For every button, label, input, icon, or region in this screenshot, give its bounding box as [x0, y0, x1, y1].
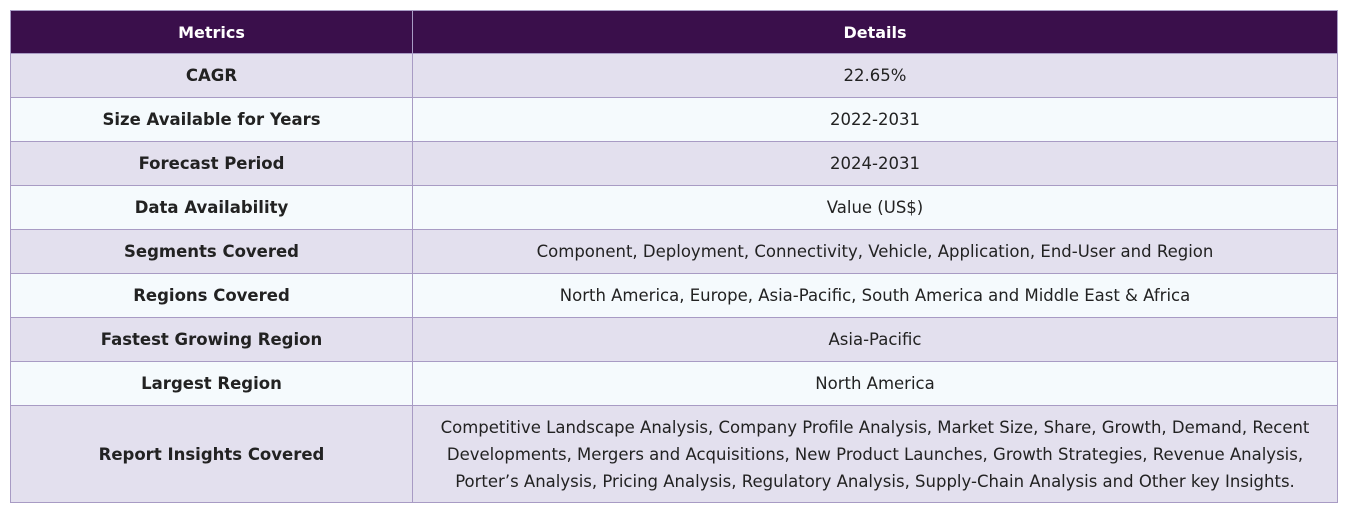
detail-cell: Component, Deployment, Connectivity, Veh…: [412, 229, 1338, 274]
detail-cell: Value (US$): [412, 185, 1338, 230]
report-metrics-table: Metrics Details CAGR 22.65% Size Availab…: [10, 10, 1338, 503]
metric-cell: Largest Region: [10, 361, 413, 406]
metric-cell: Fastest Growing Region: [10, 317, 413, 362]
table-row: Report Insights Covered Competitive Land…: [10, 405, 1338, 503]
detail-cell: North America, Europe, Asia-Pacific, Sou…: [412, 273, 1338, 318]
detail-cell: 2024-2031: [412, 141, 1338, 186]
detail-cell: North America: [412, 361, 1338, 406]
table-row: Forecast Period 2024-2031: [10, 141, 1338, 186]
header-details: Details: [412, 10, 1338, 54]
detail-cell: 22.65%: [412, 53, 1338, 98]
metric-cell: Regions Covered: [10, 273, 413, 318]
detail-cell: 2022-2031: [412, 97, 1338, 142]
table-row: Largest Region North America: [10, 361, 1338, 406]
table-row: Fastest Growing Region Asia-Pacific: [10, 317, 1338, 362]
table-header-row: Metrics Details: [10, 10, 1338, 54]
report-metrics-table-container: Metrics Details CAGR 22.65% Size Availab…: [10, 10, 1338, 503]
header-metrics: Metrics: [10, 10, 413, 54]
metric-cell: Segments Covered: [10, 229, 413, 274]
metric-cell: Data Availability: [10, 185, 413, 230]
detail-cell: Asia-Pacific: [412, 317, 1338, 362]
table-row: Data Availability Value (US$): [10, 185, 1338, 230]
detail-cell: Competitive Landscape Analysis, Company …: [412, 405, 1338, 503]
metric-cell: Forecast Period: [10, 141, 413, 186]
metric-cell: CAGR: [10, 53, 413, 98]
metric-cell: Report Insights Covered: [10, 405, 413, 503]
metric-cell: Size Available for Years: [10, 97, 413, 142]
table-row: Regions Covered North America, Europe, A…: [10, 273, 1338, 318]
table-row: CAGR 22.65%: [10, 53, 1338, 98]
table-row: Size Available for Years 2022-2031: [10, 97, 1338, 142]
table-row: Segments Covered Component, Deployment, …: [10, 229, 1338, 274]
